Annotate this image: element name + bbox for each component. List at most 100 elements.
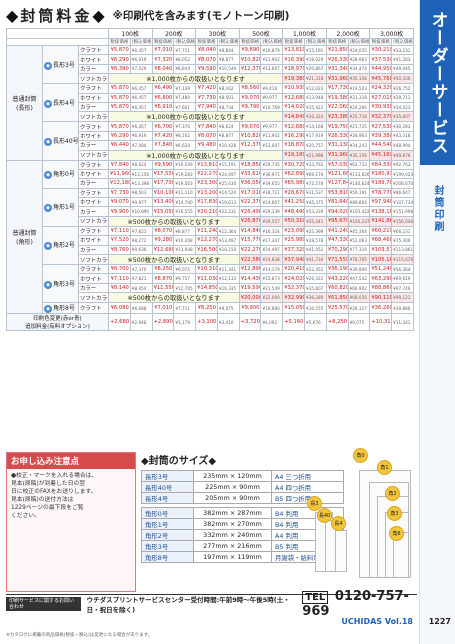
price-incl-tax: ¥72,578 [304, 178, 327, 189]
price-incl-tax: ¥8,272 [129, 235, 153, 246]
size-name: 角形3号 [141, 540, 194, 552]
price-incl-tax: ¥6,919 [129, 54, 153, 65]
notice-text: ●校正・マークを入れる場合は、 見本(原稿)が到着した日の翌 日に校正のFAXをお送… [11, 473, 98, 519]
price-excl-tax: ¥6,290 [108, 54, 131, 65]
price-incl-tax: ¥10,890 [129, 206, 153, 217]
price-incl-tax: ¥25,630 [216, 178, 240, 189]
paper-variant: クラフト [78, 302, 109, 315]
price-incl-tax: ¥21,549 [260, 282, 284, 294]
price-excl-tax: ¥36,190 [325, 264, 349, 275]
price-incl-tax: ¥14,520 [216, 187, 240, 199]
size-label: ◆ 角形8号 [42, 302, 79, 315]
price-incl-tax: ¥7,821 [129, 225, 153, 237]
price-excl-tax: ¥10,820 [238, 130, 262, 142]
price-excl-tax: ¥16,500 [195, 244, 218, 256]
price-incl-tax: ¥20,867 [304, 63, 327, 75]
price-incl-tax: ¥11,902 [260, 54, 284, 65]
price-incl-tax: ¥15,422 [304, 101, 327, 113]
option-price-excl-tax: +3,100 [195, 313, 218, 332]
minimum-order-note: ※1,000枚からの取扱いとなります [107, 111, 284, 123]
price-excl-tax: ¥48,490 [282, 206, 306, 217]
price-excl-tax: ¥14,840 [238, 225, 262, 237]
price-excl-tax: ¥60,210 [369, 225, 393, 237]
column-subheader: 税抜価格 [238, 38, 262, 46]
price-note: ※印刷代を含みます(モノトーン印刷) [112, 9, 290, 22]
price-incl-tax: ¥20,735 [260, 159, 284, 170]
envelope-size-tag: 長40 [317, 508, 332, 523]
price-incl-tax: ¥77,319 [347, 244, 371, 256]
price-incl-tax: ¥20,757 [304, 140, 327, 151]
price-incl-tax: ¥14,168 [304, 121, 327, 132]
size-row: 長形3号 235mm × 120mm A4 三つ折用 [141, 470, 344, 482]
size-label: ◆ 角形1号 [42, 187, 79, 227]
price-incl-tax: ¥8,734 [216, 101, 240, 113]
minimum-order-note: ※500枚からの取扱いとなります [108, 292, 240, 304]
price-excl-tax: ¥24,320 [369, 83, 393, 94]
paper-variant: ホワイト [78, 92, 109, 103]
price-incl-tax: ¥8,624 [173, 140, 197, 151]
price-incl-tax: ¥39,655 [260, 178, 284, 189]
price-incl-tax: ¥22,000 [260, 292, 284, 304]
option-price-incl-tax: ¥5,676 [304, 313, 327, 332]
price-incl-tax: ¥24,035 [347, 44, 371, 56]
price-incl-tax: ¥13,948 [304, 92, 327, 103]
price-excl-tax: ¥7,520 [108, 235, 131, 246]
price-excl-tax: ¥103,510 [369, 244, 393, 256]
price-incl-tax: ¥56,364 [391, 264, 414, 275]
price-incl-tax: ¥31,537 [304, 187, 327, 199]
paper-variant: クラフト [78, 264, 109, 275]
option-price-excl-tax: +3,720 [238, 313, 262, 332]
side-tab: オーダーサービス 封筒印刷 [419, 0, 455, 644]
envelope-icon: ◆ [44, 99, 52, 108]
size-name: 角形0号 [141, 507, 194, 519]
price-excl-tax: ¥9,070 [238, 92, 262, 103]
price-excl-tax: ¥19,750 [325, 121, 349, 132]
paper-variant: ホワイト [78, 54, 109, 65]
size-name: 角形8号 [141, 551, 194, 563]
price-incl-tax: ¥7,601 [173, 101, 197, 113]
price-incl-tax: ¥10,428 [216, 140, 240, 151]
group-label: 普通封筒 (角形) [6, 159, 43, 315]
price-excl-tax: ¥7,010 [151, 302, 175, 315]
price-excl-tax: ¥12,890 [238, 264, 262, 275]
price-incl-tax: ¥133,826 [347, 168, 371, 180]
price-excl-tax: ¥8,760 [108, 244, 131, 256]
footer-label: 印刷サービスに関するお問い合わせ [6, 596, 81, 611]
paper-variant: クラフト [78, 83, 109, 94]
price-incl-tax: ¥49,676 [391, 149, 414, 161]
price-excl-tax: ¥15,050 [151, 206, 175, 217]
price-incl-tax: ¥25,399 [304, 225, 327, 237]
price-excl-tax: ¥5,870 [108, 121, 131, 132]
size-label: ◆ 長形4号 [42, 83, 79, 123]
table-row: ◆ 角形1号 クラフト ¥7,730 ¥8,503 ¥10,100 ¥11,110 ¥13,2… [7, 187, 414, 227]
price-excl-tax: ¥11,030 [195, 273, 218, 284]
price-excl-tax: ¥7,420 [151, 130, 175, 142]
price-incl-tax: ¥34,023 [391, 101, 414, 113]
price-excl-tax: ¥50,310 [282, 215, 306, 227]
price-incl-tax: ¥33,792 [304, 159, 327, 170]
price-excl-tax: ¥9,890 [238, 44, 262, 56]
price-incl-tax: ¥6,457 [129, 44, 153, 56]
envelope-size-tag: 角8 [389, 526, 404, 541]
price-excl-tax: ¥27,010 [369, 92, 393, 103]
price-incl-tax: ¥24,497 [216, 168, 240, 180]
price-incl-tax: ¥41,052 [304, 244, 327, 256]
price-incl-tax: ¥13,497 [216, 235, 240, 246]
price-excl-tax: ¥97,940 [369, 197, 393, 208]
price-incl-tax: ¥34,474 [347, 63, 371, 75]
price-excl-tax: ¥12,680 [282, 92, 306, 103]
paper-variant: ホワイト [78, 273, 109, 284]
price-excl-tax: ¥9,480 [195, 140, 218, 151]
price-incl-tax: ¥10,208 [173, 235, 197, 246]
price-incl-tax: ¥69,179 [304, 168, 327, 180]
size-name: 角形1号 [141, 518, 194, 530]
price-excl-tax: ¥105,160 [369, 254, 393, 266]
price-excl-tax: ¥23,380 [325, 111, 349, 123]
size-label: ◆ 角形3号 [42, 264, 79, 304]
price-incl-tax: ¥9,075 [216, 302, 240, 315]
size-dimensions: 225mm × 90mm [193, 481, 272, 493]
price-incl-tax: ¥13,948 [173, 244, 197, 256]
price-incl-tax: ¥8,624 [129, 159, 153, 170]
tel-label: TEL [302, 590, 329, 604]
table-row: カラー ¥6,440 ¥7,084 ¥7,840 ¥8,624 ¥9,480 ¥10,428… [7, 140, 414, 151]
